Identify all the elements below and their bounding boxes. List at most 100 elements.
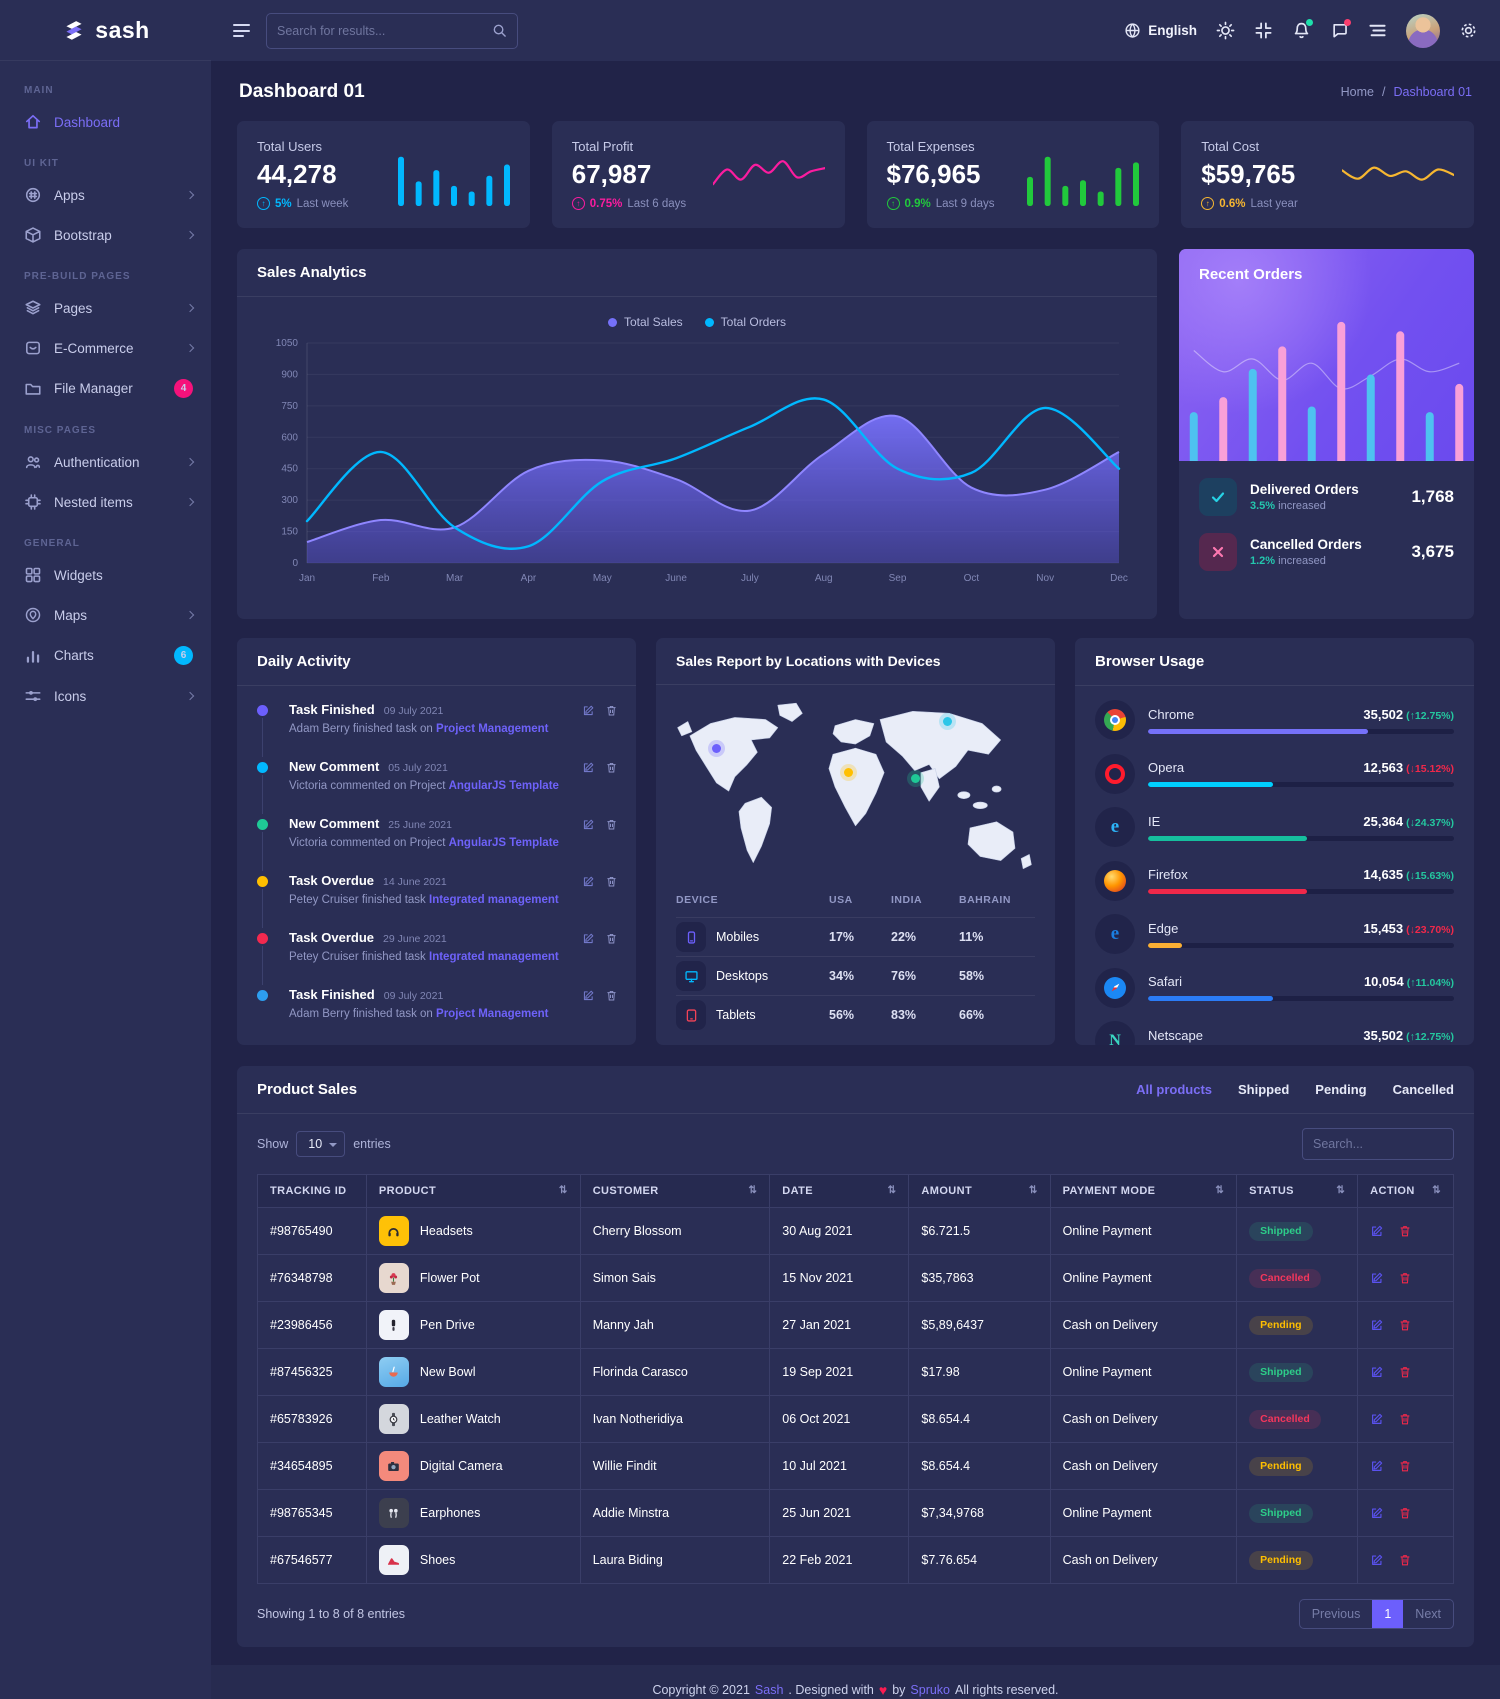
sort-icon[interactable]: ⇅	[1336, 1185, 1346, 1196]
activity-link[interactable]: Project Management	[436, 1008, 549, 1020]
trash-icon[interactable]	[1398, 1271, 1412, 1285]
search-icon[interactable]	[492, 23, 507, 38]
sidebar-item-charts[interactable]: Charts 6	[0, 635, 211, 676]
trash-icon[interactable]	[605, 875, 618, 888]
sidebar-item-ecommerce[interactable]: E-Commerce	[0, 328, 211, 368]
progress-track	[1148, 835, 1454, 841]
activity-link[interactable]: Integrated management	[429, 951, 559, 963]
edit-icon[interactable]	[582, 875, 595, 888]
activity-link[interactable]: AngularJS Template	[448, 837, 559, 849]
map-marker-bahrain[interactable]	[907, 770, 925, 788]
pagination-previous[interactable]: Previous	[1311, 1607, 1361, 1621]
edit-icon[interactable]	[1370, 1412, 1384, 1426]
fullscreen-icon[interactable]	[1254, 21, 1273, 40]
language-selector[interactable]: English	[1124, 22, 1197, 39]
user-avatar[interactable]	[1406, 13, 1440, 48]
trash-icon[interactable]	[1398, 1365, 1412, 1379]
settings-gear-icon[interactable]	[1459, 21, 1478, 40]
trash-icon[interactable]	[605, 989, 618, 1002]
sort-icon[interactable]: ⇅	[748, 1185, 758, 1196]
legend-total-sales[interactable]: Total Sales	[607, 315, 683, 329]
edit-icon[interactable]	[1370, 1224, 1384, 1238]
sidebar-item-dashboard[interactable]: Dashboard	[0, 102, 211, 142]
sidebar-item-nested-items[interactable]: Nested items	[0, 482, 211, 522]
edit-icon[interactable]	[1370, 1271, 1384, 1285]
delivered-orders-row: Delivered Orders 3.5% increased 1,768	[1179, 461, 1474, 516]
sidebar-item-icons[interactable]: Icons	[0, 676, 211, 716]
sort-icon[interactable]: ⇅	[887, 1185, 897, 1196]
pagination-next[interactable]: Next	[1415, 1607, 1441, 1621]
sidebar-item-authentication[interactable]: Authentication	[0, 442, 211, 482]
search-input[interactable]	[277, 23, 484, 38]
map-marker-usa[interactable]	[707, 740, 725, 758]
tab-cancelled[interactable]: Cancelled	[1392, 1082, 1454, 1097]
chrome-icon	[1095, 700, 1135, 740]
status-badge: Pending	[1249, 1456, 1313, 1476]
sidebar-item-apps[interactable]: Apps	[0, 175, 211, 215]
brand-logo[interactable]: sash	[0, 0, 211, 61]
tab-all-products[interactable]: All products	[1136, 1082, 1213, 1097]
trash-icon[interactable]	[605, 818, 618, 831]
sort-icon[interactable]: ⇅	[1432, 1185, 1441, 1196]
sidebar-item-maps[interactable]: Maps	[0, 595, 211, 635]
footer-spruko-link[interactable]: Spruko	[910, 1682, 951, 1697]
sidebar-toggle-icon[interactable]	[233, 24, 250, 37]
trash-icon[interactable]	[605, 761, 618, 774]
sidebar-item-label: E-Commerce	[54, 340, 134, 356]
map-marker-asia[interactable]	[939, 712, 957, 730]
tab-shipped[interactable]: Shipped	[1238, 1082, 1290, 1097]
trash-icon[interactable]	[605, 704, 618, 717]
edit-icon[interactable]	[1370, 1365, 1384, 1379]
page-title: Dashboard 01	[239, 81, 365, 102]
edit-icon[interactable]	[1370, 1553, 1384, 1567]
footer-brand-link[interactable]: Sash	[754, 1682, 784, 1697]
activity-link[interactable]: Integrated management	[429, 894, 559, 906]
progress-fill	[1148, 942, 1182, 948]
edit-icon[interactable]	[1370, 1506, 1384, 1520]
trash-icon[interactable]	[605, 932, 618, 945]
edit-icon[interactable]	[582, 989, 595, 1002]
activity-link[interactable]: AngularJS Template	[448, 780, 559, 792]
trash-icon[interactable]	[1398, 1553, 1412, 1567]
theme-toggle-icon[interactable]	[1216, 21, 1235, 40]
safari-icon	[1095, 967, 1135, 1008]
trash-icon[interactable]	[1398, 1459, 1412, 1473]
trash-icon[interactable]	[1398, 1412, 1412, 1426]
edit-icon[interactable]	[582, 932, 595, 945]
opera-icon	[1095, 753, 1135, 794]
trash-icon[interactable]	[1398, 1506, 1412, 1520]
messages-icon[interactable]	[1330, 19, 1351, 40]
edit-icon[interactable]	[582, 818, 595, 831]
sort-icon[interactable]: ⇅	[558, 1185, 568, 1196]
sort-icon[interactable]: ⇅	[1028, 1185, 1038, 1196]
sidebar-item-bootstrap[interactable]: Bootstrap	[0, 215, 211, 255]
sidebar-item-file-manager[interactable]: File Manager 4	[0, 368, 211, 409]
breadcrumb-home[interactable]: Home	[1340, 85, 1374, 99]
activity-link[interactable]: Project Management	[436, 723, 549, 735]
edit-icon[interactable]	[582, 704, 595, 717]
trash-icon[interactable]	[1398, 1318, 1412, 1332]
edit-icon[interactable]	[1370, 1318, 1384, 1332]
edit-icon[interactable]	[1370, 1459, 1384, 1473]
sidebar-item-pages[interactable]: Pages	[0, 288, 211, 328]
daily-activity-title: Daily Activity	[257, 653, 351, 670]
activity-list-icon[interactable]	[1368, 21, 1387, 40]
product-sales-tabs: All products Shipped Pending Cancelled	[1136, 1082, 1454, 1097]
tab-pending[interactable]: Pending	[1315, 1082, 1367, 1097]
legend-total-orders[interactable]: Total Orders	[704, 315, 786, 329]
trash-icon[interactable]	[1398, 1224, 1412, 1238]
firefox-icon	[1095, 860, 1135, 901]
edit-icon[interactable]	[582, 761, 595, 774]
sidebar-item-label: Pages	[54, 300, 93, 316]
map-marker-africa[interactable]	[839, 764, 857, 782]
pagination-page-1[interactable]: 1	[1372, 1600, 1404, 1628]
page-size-select[interactable]: 10	[296, 1131, 346, 1157]
sort-icon[interactable]: ⇅	[1215, 1185, 1225, 1196]
browser-list: Chrome 35,502 (↑12.75%) Opera 12,563 (↓15.12…	[1075, 686, 1474, 1045]
topbar: English	[211, 0, 1500, 61]
profit-sparkline-chart	[712, 159, 825, 185]
home-icon	[24, 113, 42, 131]
sidebar-item-widgets[interactable]: Widgets	[0, 555, 211, 595]
notifications-bell-icon[interactable]	[1292, 19, 1313, 40]
table-search-input[interactable]	[1302, 1128, 1454, 1160]
